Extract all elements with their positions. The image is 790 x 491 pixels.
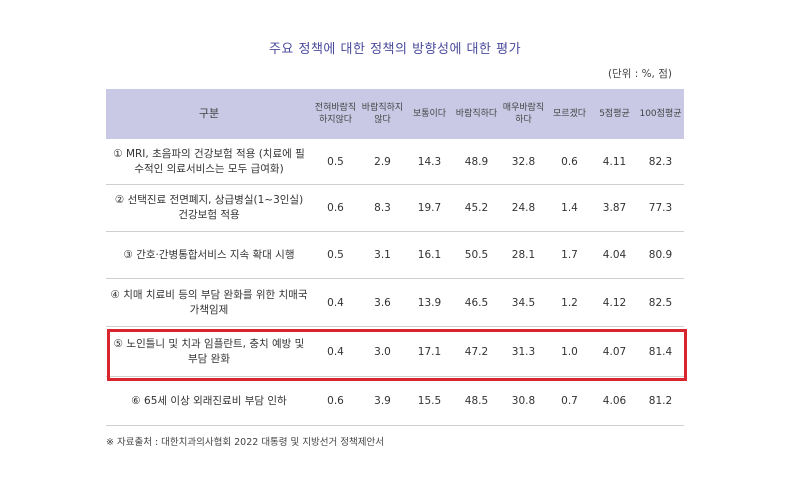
- cell-value: 17.1: [406, 326, 453, 377]
- unit-note: (단위 : %, 점): [607, 68, 672, 80]
- header-category: 구분: [106, 89, 312, 139]
- cell-value: 3.9: [359, 376, 406, 426]
- cell-value: 0.5: [312, 231, 359, 279]
- header-5pt-average: 5점평균: [592, 89, 637, 139]
- table-title: 주요 정책에 대한 정책의 방향성에 대한 평가: [268, 42, 522, 57]
- table-row: ④ 치매 치료비 등의 부담 완화를 위한 치매국가책임제 0.4 3.6 13…: [106, 278, 684, 327]
- cell-value: 32.8: [500, 139, 547, 185]
- cell-value: 19.7: [406, 184, 453, 232]
- cell-value: 82.3: [637, 139, 684, 185]
- cell-value: 24.8: [500, 184, 547, 232]
- cell-value: 45.2: [453, 184, 500, 232]
- cell-value: 31.3: [500, 326, 547, 377]
- header-undesirable: 바람직하지않다: [359, 89, 406, 139]
- row-label: ⑥ 65세 이상 외래진료비 부담 인하: [106, 376, 312, 426]
- cell-value: 80.9: [637, 231, 684, 279]
- cell-value: 0.6: [547, 139, 592, 185]
- cell-value: 1.2: [547, 278, 592, 327]
- cell-value: 4.12: [592, 278, 637, 327]
- cell-value: 3.87: [592, 184, 637, 232]
- policy-evaluation-table: 구분 전혀바람직하지않다 바람직하지않다 보통이다 바람직하다 매우바람직하다 …: [106, 89, 684, 426]
- table-row-highlighted: ⑤ 노인틀니 및 치과 임플란트, 충치 예방 및 부담 완화 0.4 3.0 …: [106, 326, 684, 377]
- cell-value: 30.8: [500, 376, 547, 426]
- row-label: ② 선택진료 전면폐지, 상급병실(1~3인실) 건강보험 적용: [106, 184, 312, 232]
- cell-value: 1.4: [547, 184, 592, 232]
- source-note: ※ 자료출처 : 대한치과의사협회 2022 대통령 및 지방선거 정책제안서: [106, 437, 384, 448]
- row-label: ③ 간호·간병통합서비스 지속 확대 시행: [106, 231, 312, 279]
- cell-value: 14.3: [406, 139, 453, 185]
- table-row: ⑥ 65세 이상 외래진료비 부담 인하 0.6 3.9 15.5 48.5 3…: [106, 376, 684, 426]
- cell-value: 0.7: [547, 376, 592, 426]
- cell-value: 4.11: [592, 139, 637, 185]
- cell-value: 0.6: [312, 376, 359, 426]
- header-100pt-average: 100점평균: [637, 89, 684, 139]
- cell-value: 16.1: [406, 231, 453, 279]
- cell-value: 46.5: [453, 278, 500, 327]
- header-dont-know: 모르겠다: [547, 89, 592, 139]
- cell-value: 81.2: [637, 376, 684, 426]
- row-label: ④ 치매 치료비 등의 부담 완화를 위한 치매국가책임제: [106, 278, 312, 327]
- cell-value: 81.4: [637, 326, 684, 377]
- cell-value: 1.0: [547, 326, 592, 377]
- header-very-desirable: 매우바람직하다: [500, 89, 547, 139]
- cell-value: 34.5: [500, 278, 547, 327]
- cell-value: 0.4: [312, 326, 359, 377]
- cell-value: 0.5: [312, 139, 359, 185]
- cell-value: 4.06: [592, 376, 637, 426]
- cell-value: 13.9: [406, 278, 453, 327]
- row-label: ⑤ 노인틀니 및 치과 임플란트, 충치 예방 및 부담 완화: [106, 326, 312, 377]
- header-desirable: 바람직하다: [453, 89, 500, 139]
- cell-value: 48.5: [453, 376, 500, 426]
- cell-value: 48.9: [453, 139, 500, 185]
- cell-value: 0.4: [312, 278, 359, 327]
- cell-value: 3.6: [359, 278, 406, 327]
- cell-value: 50.5: [453, 231, 500, 279]
- table-row: ① MRI, 초음파의 건강보험 적용 (치료에 필수적인 의료서비스는 모두 …: [106, 139, 684, 185]
- cell-value: 0.6: [312, 184, 359, 232]
- cell-value: 2.9: [359, 139, 406, 185]
- table-row: ③ 간호·간병통합서비스 지속 확대 시행 0.5 3.1 16.1 50.5 …: [106, 231, 684, 279]
- cell-value: 82.5: [637, 278, 684, 327]
- cell-value: 77.3: [637, 184, 684, 232]
- table-row: ② 선택진료 전면폐지, 상급병실(1~3인실) 건강보험 적용 0.6 8.3…: [106, 184, 684, 232]
- cell-value: 3.1: [359, 231, 406, 279]
- cell-value: 8.3: [359, 184, 406, 232]
- cell-value: 15.5: [406, 376, 453, 426]
- cell-value: 28.1: [500, 231, 547, 279]
- cell-value: 1.7: [547, 231, 592, 279]
- header-strongly-undesirable: 전혀바람직하지않다: [312, 89, 359, 139]
- cell-value: 4.04: [592, 231, 637, 279]
- cell-value: 3.0: [359, 326, 406, 377]
- cell-value: 4.07: [592, 326, 637, 377]
- cell-value: 47.2: [453, 326, 500, 377]
- header-row: 구분 전혀바람직하지않다 바람직하지않다 보통이다 바람직하다 매우바람직하다 …: [106, 89, 684, 139]
- header-neutral: 보통이다: [406, 89, 453, 139]
- row-label: ① MRI, 초음파의 건강보험 적용 (치료에 필수적인 의료서비스는 모두 …: [106, 139, 312, 185]
